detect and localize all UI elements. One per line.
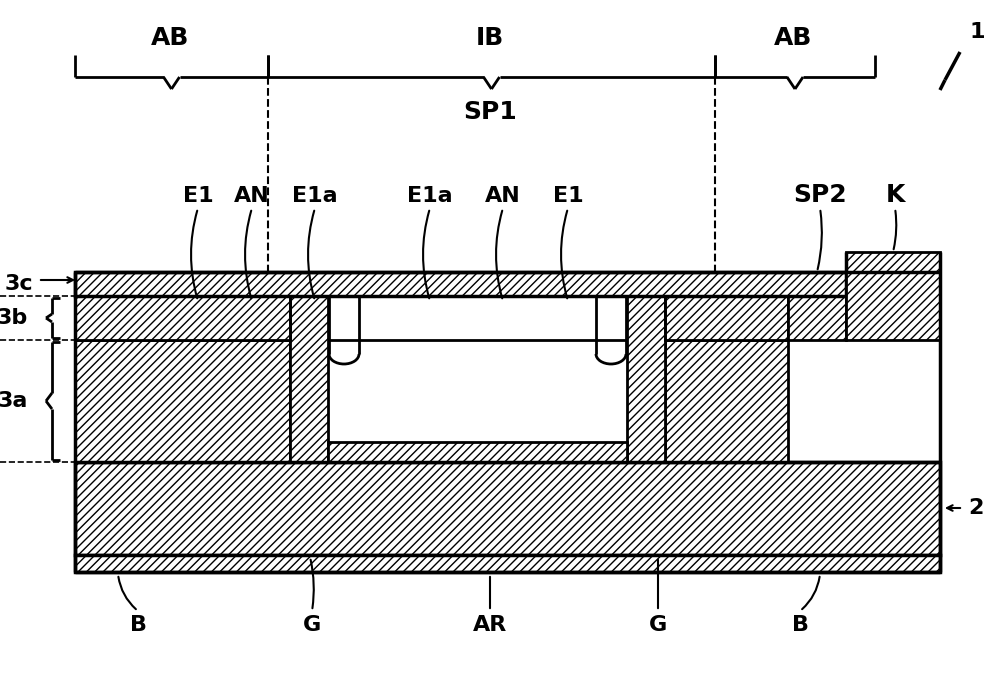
Text: E1: E1 [183, 186, 213, 206]
Text: 3b: 3b [0, 308, 28, 328]
Text: B: B [792, 615, 808, 635]
Text: E1a: E1a [292, 186, 338, 206]
Bar [75, 462, 940, 555]
Bar [665, 340, 788, 462]
Bar [75, 555, 940, 572]
Bar [846, 252, 940, 340]
Bar [290, 296, 328, 462]
Bar [788, 272, 846, 340]
Text: G: G [303, 615, 321, 635]
Text: E1: E1 [553, 186, 583, 206]
Text: IB: IB [476, 26, 504, 50]
Text: 1: 1 [970, 22, 986, 42]
Bar [328, 442, 627, 462]
Text: 3c: 3c [4, 274, 33, 294]
Bar [627, 296, 665, 462]
Text: G: G [649, 615, 667, 635]
Text: AB: AB [774, 26, 812, 50]
Text: E1a: E1a [407, 186, 453, 206]
Text: AR: AR [473, 615, 507, 635]
Bar [665, 296, 788, 340]
Text: SP2: SP2 [793, 183, 847, 207]
Text: B: B [130, 615, 146, 635]
Text: AN: AN [485, 186, 521, 206]
Text: SP1: SP1 [463, 100, 517, 124]
Text: 2: 2 [968, 498, 983, 518]
Bar [75, 340, 290, 462]
Bar [75, 272, 846, 296]
Text: AN: AN [234, 186, 270, 206]
Bar [75, 296, 290, 340]
Text: AB: AB [151, 26, 189, 50]
Text: K: K [885, 183, 905, 207]
Text: 3a: 3a [0, 391, 28, 411]
